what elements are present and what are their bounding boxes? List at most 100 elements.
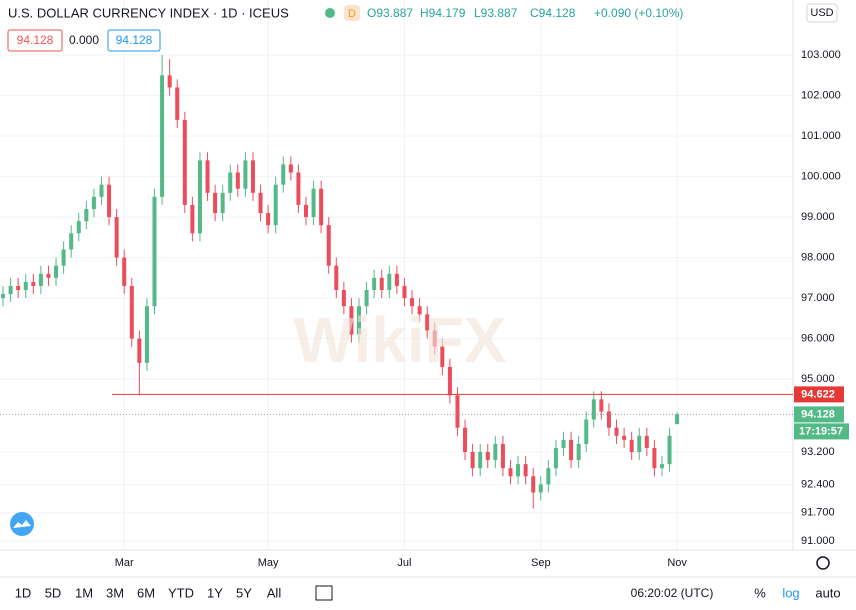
candle-body bbox=[288, 164, 293, 173]
range-button[interactable]: 6M bbox=[137, 585, 155, 600]
auto-toggle[interactable]: auto bbox=[815, 585, 840, 600]
logo-mark bbox=[13, 520, 31, 528]
candle-body bbox=[235, 172, 240, 189]
y-tick-label: 95.000 bbox=[801, 373, 835, 385]
y-tick-label: 91.700 bbox=[801, 507, 835, 519]
candle-body bbox=[538, 484, 543, 493]
y-tick-label: 93.200 bbox=[801, 446, 835, 458]
candle-body bbox=[546, 468, 551, 485]
ask: 94.128 bbox=[116, 33, 153, 47]
x-tick-label: May bbox=[258, 557, 279, 569]
candle-body bbox=[531, 476, 536, 493]
candle-body bbox=[334, 265, 339, 290]
range-button[interactable]: 1D bbox=[15, 585, 32, 600]
y-tick-label: 101.000 bbox=[801, 130, 841, 142]
candle-body bbox=[614, 427, 619, 436]
settings-icon[interactable] bbox=[816, 556, 830, 570]
candle-body bbox=[122, 257, 127, 286]
range-button[interactable]: YTD bbox=[168, 585, 194, 600]
candle-body bbox=[652, 447, 657, 469]
candle-body bbox=[372, 277, 377, 290]
candle-body bbox=[152, 196, 157, 307]
candle-body bbox=[144, 306, 149, 363]
y-tick-label: 98.000 bbox=[801, 251, 835, 263]
candle-body bbox=[266, 213, 271, 226]
candle-body bbox=[379, 277, 384, 290]
candle-body bbox=[8, 285, 13, 295]
resistance-label: 94.622 bbox=[801, 388, 835, 400]
range-button[interactable]: 1M bbox=[75, 585, 93, 600]
candle-body bbox=[46, 273, 51, 278]
candle-body bbox=[463, 427, 468, 452]
currency-box[interactable] bbox=[806, 3, 838, 23]
candle-body bbox=[440, 346, 445, 367]
range-button[interactable]: 5Y bbox=[236, 585, 252, 600]
range-button[interactable]: All bbox=[267, 585, 282, 600]
ask-box[interactable] bbox=[107, 29, 161, 52]
candle-body bbox=[622, 435, 627, 440]
range-button[interactable]: 3M bbox=[106, 585, 124, 600]
ohlc-close: C94.128 bbox=[530, 6, 576, 20]
x-tick-label: Jul bbox=[397, 557, 411, 569]
range-button[interactable]: 1Y bbox=[207, 585, 223, 600]
watermark: WikiFX bbox=[294, 304, 507, 376]
candle-body bbox=[296, 172, 301, 205]
candle-body bbox=[205, 160, 210, 193]
y-tick-label: 100.000 bbox=[801, 170, 841, 182]
candle-body bbox=[569, 439, 574, 461]
candle-body bbox=[357, 306, 362, 335]
candle-body bbox=[561, 439, 566, 448]
candle-body bbox=[606, 411, 611, 428]
ohlc-open: O93.887 bbox=[367, 6, 413, 20]
candle-body bbox=[91, 196, 96, 209]
candle-body bbox=[38, 273, 43, 286]
candle-body bbox=[644, 435, 649, 448]
percent-toggle[interactable]: % bbox=[754, 585, 766, 600]
candle-body bbox=[364, 289, 369, 307]
interval-badge: D bbox=[348, 8, 356, 20]
candle-body bbox=[417, 306, 422, 315]
candle-body bbox=[659, 464, 664, 469]
candle-body bbox=[455, 395, 460, 428]
log-toggle[interactable]: log bbox=[782, 585, 799, 600]
candle-body bbox=[500, 443, 505, 469]
y-tick-label: 103.000 bbox=[801, 49, 841, 61]
candle-body bbox=[167, 75, 172, 88]
y-tick-label: 96.000 bbox=[801, 332, 835, 344]
candle-body bbox=[591, 399, 596, 420]
candle-body bbox=[576, 443, 581, 461]
candle-body bbox=[281, 164, 286, 185]
candle-body bbox=[584, 419, 589, 444]
candle-body bbox=[107, 184, 112, 218]
candle-body bbox=[69, 233, 74, 250]
candle-body bbox=[114, 217, 119, 258]
candle-body bbox=[637, 435, 642, 452]
resistance-label-bg bbox=[794, 386, 844, 403]
logo[interactable] bbox=[10, 512, 34, 536]
bid-box[interactable] bbox=[7, 29, 63, 52]
clock[interactable]: 06:20:02 (UTC) bbox=[631, 586, 714, 600]
candle-body bbox=[387, 273, 392, 290]
candle-body bbox=[213, 192, 218, 214]
y-tick-label: 102.000 bbox=[801, 89, 841, 101]
chart-title: U.S. DOLLAR CURRENCY INDEX · 1D · ICEUS bbox=[8, 5, 289, 20]
candle-body bbox=[432, 330, 437, 347]
candle-body bbox=[485, 451, 490, 461]
date-range-icon[interactable] bbox=[315, 585, 333, 601]
candle-body bbox=[84, 208, 89, 222]
candle-body bbox=[341, 289, 346, 307]
range-button[interactable]: 5D bbox=[45, 585, 62, 600]
x-tick-label: Sep bbox=[531, 557, 551, 569]
candle-body bbox=[76, 221, 81, 234]
candle-body bbox=[31, 281, 36, 286]
x-tick-label: Nov bbox=[667, 557, 687, 569]
candle-body bbox=[493, 443, 498, 461]
candle-body bbox=[273, 184, 278, 226]
candle-body bbox=[228, 172, 233, 193]
status-dot bbox=[325, 8, 335, 18]
candle-body bbox=[599, 399, 604, 412]
y-tick-label: 99.000 bbox=[801, 211, 835, 223]
ohlc-change: +0.090 (+0.10%) bbox=[594, 6, 683, 20]
y-tick-label: 92.400 bbox=[801, 478, 835, 490]
